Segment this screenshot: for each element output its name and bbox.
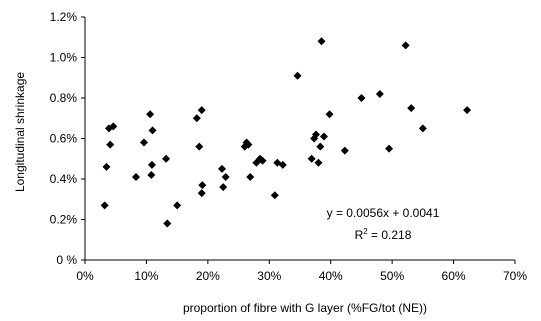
trend-equation: y = 0.0056x + 0.0041	[327, 206, 440, 220]
x-axis-title: proportion of fibre with G layer (%FG/to…	[183, 301, 427, 315]
data-point	[162, 154, 171, 163]
data-point	[192, 114, 201, 123]
y-tick-label: 0 %	[56, 253, 77, 267]
data-point	[325, 110, 334, 119]
data-point	[221, 172, 230, 181]
x-tick-label: 50%	[380, 269, 404, 283]
data-point	[278, 160, 287, 169]
y-tick-label: 0.4%	[50, 172, 78, 186]
data-point	[357, 94, 366, 102]
y-axis-title-suffix: .	[13, 74, 27, 77]
data-point	[146, 110, 155, 119]
data-point	[316, 142, 325, 151]
data-point	[311, 130, 320, 139]
data-point	[100, 201, 109, 210]
data-point	[317, 37, 326, 46]
x-tick-label: 60%	[442, 269, 466, 283]
data-point	[139, 138, 148, 147]
data-point	[418, 124, 427, 133]
data-point	[195, 142, 204, 151]
data-point	[102, 162, 111, 171]
data-point	[319, 132, 328, 141]
y-tick-label: 0.8%	[50, 91, 78, 105]
y-tick-label: 1.2%	[50, 10, 78, 24]
data-point	[307, 154, 316, 163]
x-axis-ticks: 0% 10% 20% 30% 40% 50% 60% 70%	[76, 260, 527, 283]
data-point	[463, 106, 472, 115]
data-point	[385, 144, 394, 153]
data-point	[173, 201, 182, 210]
x-tick-label: 10%	[134, 269, 158, 283]
x-tick-label: 30%	[257, 269, 281, 283]
data-point	[340, 146, 349, 155]
y-axis-title: Longitudinal shrinkage	[13, 72, 27, 192]
x-tick-label: 20%	[196, 269, 220, 283]
data-point	[148, 126, 157, 135]
data-point	[197, 106, 206, 115]
data-point	[147, 170, 156, 179]
data-point	[147, 160, 156, 169]
data-point	[109, 122, 118, 131]
data-point	[258, 156, 267, 165]
x-tick-label: 70%	[503, 269, 527, 283]
y-tick-label: 0.2%	[50, 213, 78, 227]
x-tick-label: 40%	[319, 269, 343, 283]
data-point	[131, 172, 140, 181]
r-squared-label: R2 = 0.218	[355, 227, 412, 242]
data-point	[163, 219, 172, 228]
data-point	[106, 140, 115, 149]
y-tick-label: 0.6%	[50, 132, 78, 146]
data-points	[100, 37, 472, 228]
data-point	[197, 189, 206, 198]
x-tick-label: 0%	[76, 269, 94, 283]
y-tick-label: 1.0%	[50, 51, 78, 65]
data-point	[198, 181, 207, 190]
data-point	[375, 89, 384, 98]
y-axis-ticks: 0 % 0.2% 0.4% 0.6% 0.8% 1.0% 1.2%	[50, 10, 85, 267]
data-point	[407, 104, 416, 113]
data-point	[244, 140, 253, 149]
data-point	[401, 41, 410, 50]
data-point	[217, 164, 226, 173]
data-point	[314, 158, 323, 167]
data-point	[293, 71, 302, 80]
data-point	[219, 183, 228, 192]
data-point	[270, 191, 279, 200]
data-point	[246, 172, 255, 181]
